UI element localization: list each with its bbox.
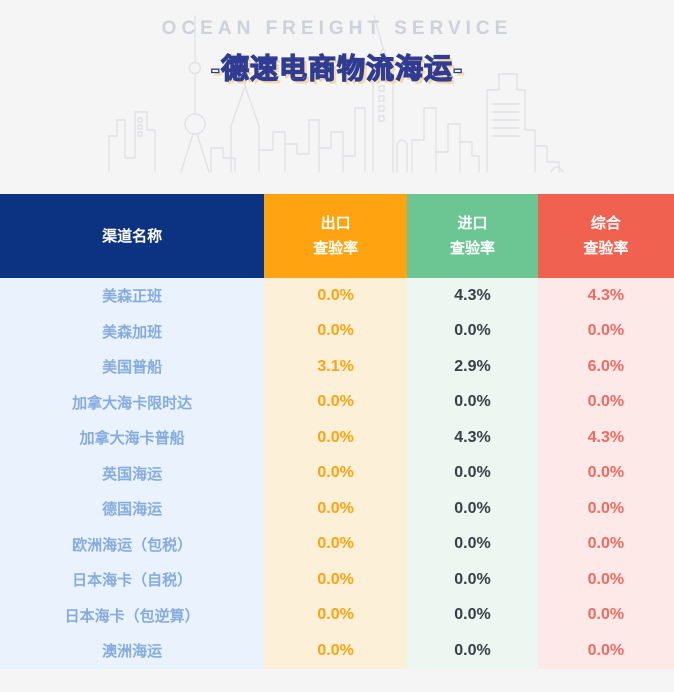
channel-name-cell: 加拿大海卡限时达 bbox=[0, 384, 265, 420]
overall-rate-cell: 0.0% bbox=[537, 597, 674, 633]
overall-rate-cell: 4.3% bbox=[537, 420, 674, 456]
hero-banner: OCEAN FREIGHT SERVICE -德速电商物流海运- bbox=[0, 0, 674, 194]
export-rate-cell: 3.1% bbox=[264, 349, 408, 385]
channel-name-cell: 美森正班 bbox=[0, 278, 265, 314]
import-rate-cell: 0.0% bbox=[407, 633, 538, 669]
export-rate-cell: 0.0% bbox=[264, 491, 408, 527]
header-import-rate: 进口 查验率 bbox=[407, 194, 538, 278]
channel-name-cell: 加拿大海卡普船 bbox=[0, 420, 265, 456]
overall-rate-cell: 0.0% bbox=[537, 633, 674, 669]
header-overall-line1: 综合 bbox=[590, 215, 621, 232]
channel-name-cell: 澳洲海运 bbox=[0, 633, 265, 669]
export-rate-cell: 0.0% bbox=[264, 562, 408, 598]
header-channel-label: 渠道名称 bbox=[102, 227, 163, 245]
import-rate-cell: 0.0% bbox=[407, 384, 538, 420]
header-export-rate: 出口 查验率 bbox=[264, 194, 408, 278]
channel-name-cell: 美国普船 bbox=[0, 349, 265, 385]
export-rate-cell: 0.0% bbox=[264, 384, 408, 420]
import-rate-cell: 0.0% bbox=[407, 526, 538, 562]
import-rate-cell: 4.3% bbox=[407, 420, 538, 456]
import-rate-cell: 0.0% bbox=[407, 491, 538, 527]
header-export-line2: 查验率 bbox=[313, 240, 359, 257]
channel-name-cell: 德国海运 bbox=[0, 491, 265, 527]
overall-rate-cell: 0.0% bbox=[537, 562, 674, 598]
channel-name-cell: 日本海卡（包逆算） bbox=[0, 597, 265, 633]
overall-rate-cell: 0.0% bbox=[537, 491, 674, 527]
header-import-line1: 进口 bbox=[457, 215, 488, 232]
import-rate-cell: 4.3% bbox=[407, 278, 538, 314]
export-rate-cell: 0.0% bbox=[264, 597, 408, 633]
export-rate-cell: 0.0% bbox=[264, 420, 408, 456]
header-overall-rate: 综合 查验率 bbox=[537, 194, 674, 278]
channel-name-cell: 美森加班 bbox=[0, 313, 265, 349]
import-rate-cell: 0.0% bbox=[407, 562, 538, 598]
export-rate-cell: 0.0% bbox=[264, 278, 408, 314]
header-channel-name: 渠道名称 bbox=[0, 194, 265, 278]
import-rate-cell: 0.0% bbox=[407, 597, 538, 633]
header-import-line2: 查验率 bbox=[449, 240, 495, 257]
banner-title: -德速电商物流海运- bbox=[210, 52, 464, 84]
overall-rate-cell: 4.3% bbox=[537, 278, 674, 314]
channel-name-cell: 日本海卡（自税） bbox=[0, 562, 265, 598]
channel-name-cell: 欧洲海运（包税） bbox=[0, 526, 265, 562]
city-skyline-illustration bbox=[108, 15, 564, 173]
overall-rate-cell: 0.0% bbox=[537, 455, 674, 491]
import-rate-cell: 0.0% bbox=[407, 455, 538, 491]
channel-name-cell: 英国海运 bbox=[0, 455, 265, 491]
inspection-rate-table: 渠道名称 出口 查验率 进口 查验率 综合 查验率 美森正班 0.0% 4.3%… bbox=[0, 194, 674, 669]
export-rate-cell: 0.0% bbox=[264, 526, 408, 562]
banner-subtitle: OCEAN FREIGHT SERVICE bbox=[161, 18, 513, 39]
overall-rate-cell: 0.0% bbox=[537, 526, 674, 562]
overall-rate-cell: 6.0% bbox=[537, 349, 674, 385]
export-rate-cell: 0.0% bbox=[264, 455, 408, 491]
export-rate-cell: 0.0% bbox=[264, 633, 408, 669]
import-rate-cell: 2.9% bbox=[407, 349, 538, 385]
export-rate-cell: 0.0% bbox=[264, 313, 408, 349]
header-export-line1: 出口 bbox=[320, 215, 351, 232]
import-rate-cell: 0.0% bbox=[407, 313, 538, 349]
overall-rate-cell: 0.0% bbox=[537, 313, 674, 349]
overall-rate-cell: 0.0% bbox=[537, 384, 674, 420]
header-overall-line2: 查验率 bbox=[583, 240, 629, 257]
